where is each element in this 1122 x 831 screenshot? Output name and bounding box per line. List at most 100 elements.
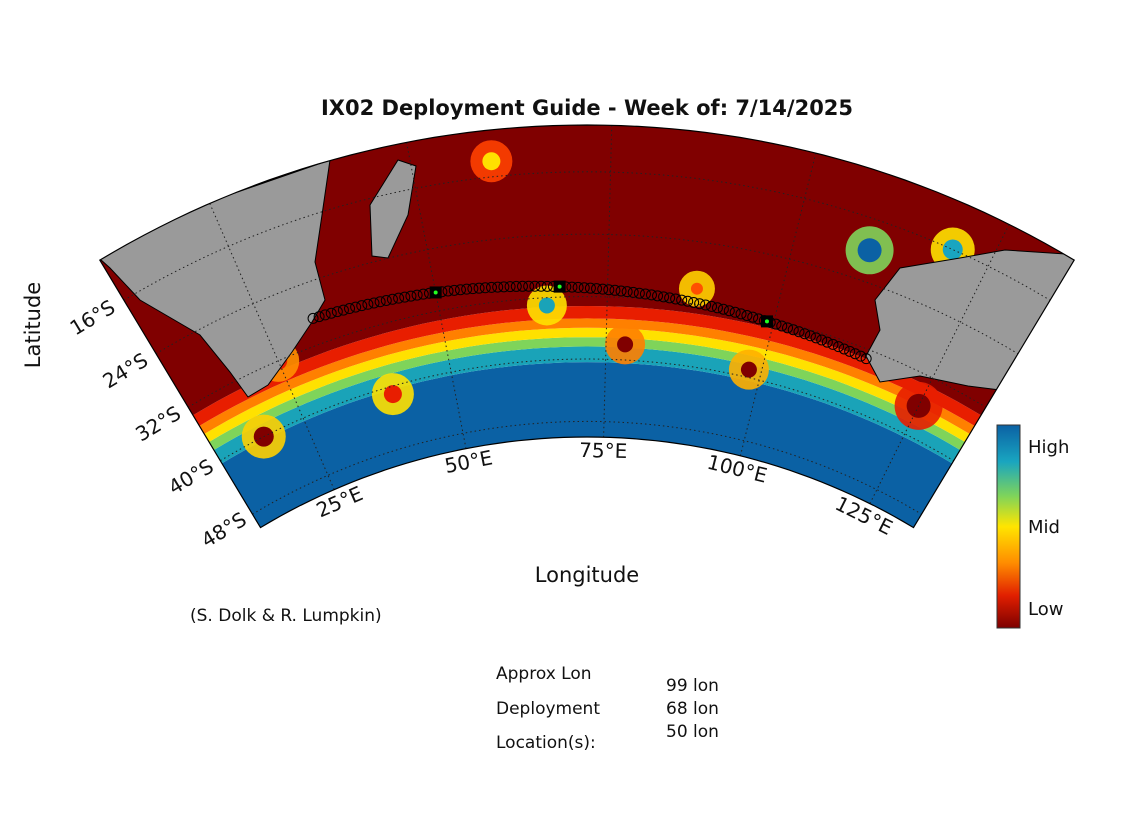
- track-point: [821, 336, 833, 348]
- deployment-heading: Approx Lon: [496, 664, 592, 684]
- track-point: [578, 282, 590, 294]
- deployment-heading: Deployment: [496, 699, 600, 719]
- map-field: [99, 125, 1075, 528]
- field-band: [204, 327, 970, 442]
- track-point: [541, 280, 553, 292]
- track-point: [492, 281, 504, 293]
- parallel: [187, 296, 987, 408]
- track-point: [711, 302, 723, 314]
- track-point: [855, 350, 867, 362]
- deployment-marker-dot: [433, 290, 438, 295]
- field-blob: [942, 239, 963, 260]
- track-point: [584, 282, 596, 294]
- deployment-heading: Location(s):: [496, 733, 596, 753]
- track-point: [827, 338, 839, 350]
- track-point: [448, 284, 460, 296]
- track-point: [609, 284, 621, 296]
- track-point: [787, 324, 799, 336]
- track-point: [688, 296, 700, 308]
- track-point: [723, 305, 735, 317]
- track-point: [356, 300, 368, 312]
- track-point: [313, 311, 325, 323]
- track-point: [735, 308, 747, 320]
- track-point: [633, 287, 645, 299]
- track-point: [621, 286, 633, 298]
- track-point: [603, 284, 615, 296]
- track-point: [344, 303, 356, 315]
- track-point: [516, 280, 528, 292]
- track-point: [658, 291, 670, 303]
- track-point: [386, 293, 398, 305]
- deployment-location: 68 lon: [666, 699, 719, 719]
- field-blob: [690, 282, 703, 295]
- track-point: [652, 290, 664, 302]
- track-point: [362, 298, 374, 310]
- track-point: [325, 307, 337, 319]
- track-point: [393, 292, 405, 304]
- track-point: [844, 345, 856, 357]
- track-point: [510, 280, 522, 292]
- track-point: [498, 281, 510, 293]
- colorbar-label: Mid: [1028, 517, 1060, 538]
- track-point: [461, 283, 473, 295]
- track-point: [597, 283, 609, 295]
- track-point: [799, 328, 811, 340]
- colorbar-label: Low: [1028, 599, 1063, 620]
- track-point: [591, 283, 603, 295]
- lat-tick-label: 48°S: [197, 507, 251, 552]
- lat-tick-label: 16°S: [66, 295, 120, 340]
- x-axis-label: Longitude: [535, 563, 639, 587]
- title: IX02 Deployment Guide - Week of: 7/14/20…: [321, 96, 853, 120]
- track-point: [849, 348, 861, 360]
- deployment-marker-dot: [764, 319, 769, 324]
- track-point: [485, 281, 497, 293]
- track-point: [566, 281, 578, 293]
- field-band: [99, 125, 1075, 416]
- track-point: [782, 322, 794, 334]
- track-point: [816, 334, 828, 346]
- field-blob: [383, 385, 402, 404]
- colorbar: [996, 424, 1021, 629]
- track-point: [670, 293, 682, 305]
- track-point: [741, 310, 753, 322]
- track-point: [368, 297, 380, 309]
- field-band: [209, 337, 965, 450]
- track-point: [793, 326, 805, 338]
- track-point: [729, 306, 741, 318]
- map-frame: [98, 124, 1076, 529]
- field-blob: [857, 238, 882, 263]
- track-point: [529, 280, 541, 292]
- colorbar-label: High: [1028, 437, 1069, 458]
- track-point: [337, 304, 349, 316]
- track-point: [473, 282, 485, 294]
- track-point: [810, 332, 822, 344]
- lon-tick-label: 75°E: [579, 438, 628, 463]
- deployment-marker-dot: [557, 284, 562, 289]
- track-point: [535, 280, 547, 292]
- track-point: [860, 353, 872, 365]
- track-point: [639, 288, 651, 300]
- track-point: [350, 301, 362, 313]
- field-blob: [482, 152, 501, 171]
- track-point: [523, 280, 535, 292]
- parallel: [123, 171, 1051, 301]
- track-point: [572, 281, 584, 293]
- track-point: [374, 296, 386, 308]
- track-point: [319, 309, 331, 321]
- track-point: [467, 283, 479, 295]
- land: [865, 249, 1075, 391]
- track-point: [442, 285, 454, 297]
- track-point: [405, 290, 417, 302]
- track-point: [504, 281, 516, 293]
- track-point: [479, 282, 491, 294]
- track-point: [380, 294, 392, 306]
- field-blob: [617, 336, 634, 353]
- land: [369, 159, 417, 259]
- track-point: [664, 292, 676, 304]
- track-point: [645, 289, 657, 301]
- land: [99, 159, 331, 398]
- deployment-location: 50 lon: [666, 722, 719, 742]
- track-point: [804, 330, 816, 342]
- track-point: [682, 295, 694, 307]
